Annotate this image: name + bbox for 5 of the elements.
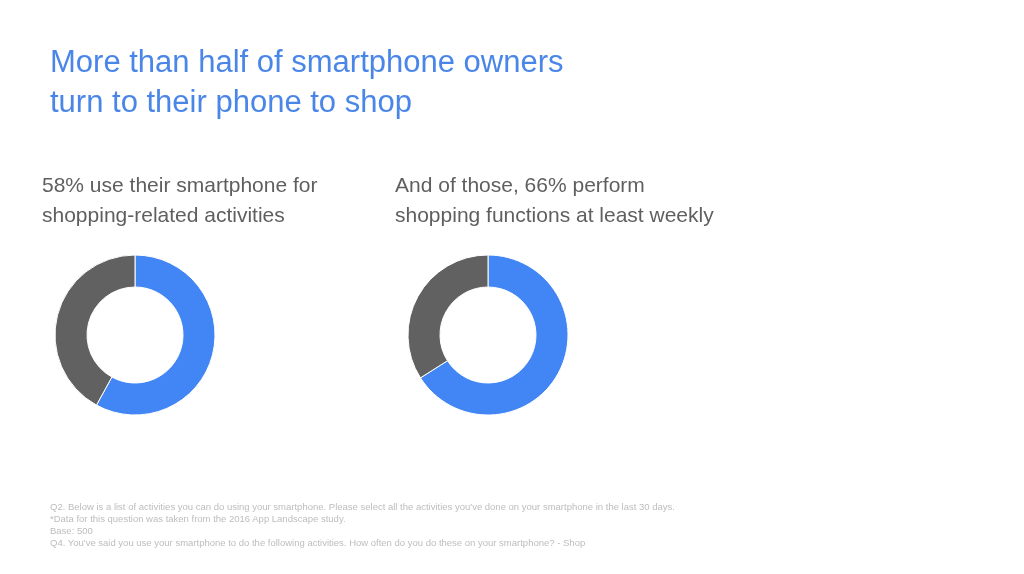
text: Base: 500 bbox=[50, 525, 94, 537]
chart-subtitle: 58% use their smartphone for shopping-related activities bbox=[42, 172, 319, 228]
text: More than half of smartphone owners turn to their phone to shop bbox=[50, 43, 565, 121]
text: *Data for this question was taken from the 2016 App Landscape study. bbox=[50, 513, 347, 525]
chart-subtitle: And of those, 66% perform shopping functions at least weekly bbox=[395, 172, 715, 228]
